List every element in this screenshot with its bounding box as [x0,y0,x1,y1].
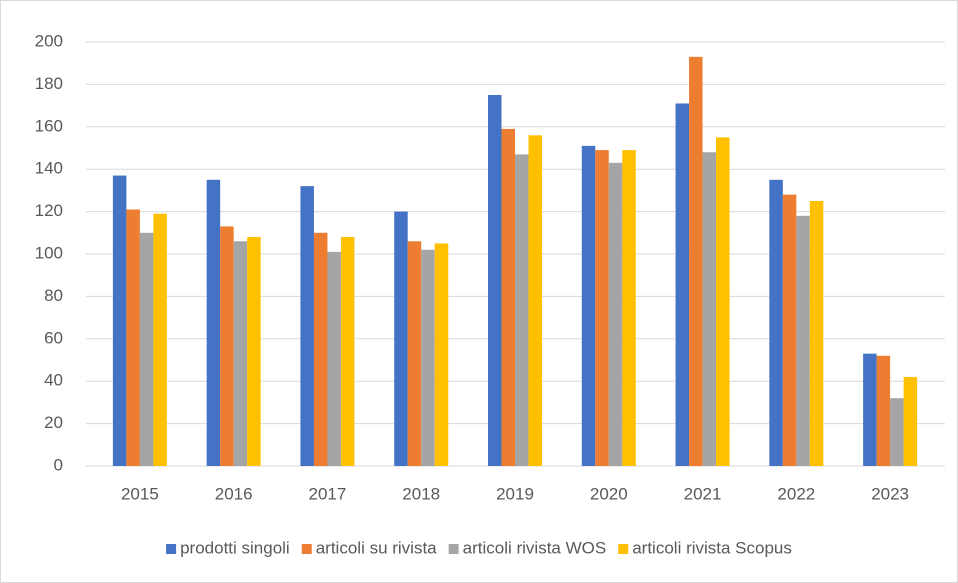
x-tick-label: 2017 [309,484,347,503]
bar [595,150,609,466]
bar [153,213,167,466]
bar [139,232,154,466]
bar [313,232,328,466]
y-tick-label: 0 [54,455,63,474]
legend-swatch [166,544,177,554]
bar [247,237,261,466]
bar [220,226,234,466]
y-tick-label: 160 [35,116,63,135]
bar [689,56,703,467]
x-tick-label: 2020 [590,484,628,503]
bar [716,137,730,466]
bar [622,150,636,466]
bar [528,135,542,466]
legend-label: articoli rivista WOS [463,538,607,557]
bar [782,194,797,466]
bar [421,249,435,466]
y-tick-label: 40 [44,371,63,390]
y-tick-label: 200 [35,31,63,50]
bar [876,355,891,466]
y-tick-label: 120 [35,201,63,220]
bar [394,211,408,466]
legend-label: prodotti singoli [180,538,290,557]
bar [608,162,623,466]
bar [434,243,449,466]
bar [327,251,341,466]
bar [340,237,355,466]
bar [675,103,690,466]
bar [233,241,248,466]
bar [796,215,810,466]
legend-label: articoli su rivista [316,538,437,557]
x-tick-label: 2021 [684,484,722,503]
y-tick-label: 100 [35,243,63,262]
bar [863,353,877,466]
bar [112,175,127,466]
bar [890,398,904,466]
x-tick-label: 2023 [871,484,909,503]
bar [769,179,783,467]
legend-label: articoli rivista Scopus [632,538,792,557]
x-tick-label: 2022 [777,484,815,503]
x-tick-label: 2015 [121,484,159,503]
y-tick-label: 140 [35,159,63,178]
bar [809,201,824,466]
y-tick-label: 180 [35,74,63,93]
bar [206,179,221,467]
x-tick-label: 2019 [496,484,534,503]
y-tick-label: 80 [44,286,63,305]
legend-swatch [301,544,312,554]
bar [126,209,140,467]
y-tick-label: 60 [44,328,63,347]
bar [515,154,529,467]
legend-swatch [448,544,459,554]
y-tick-label: 20 [44,413,63,432]
bar [407,241,422,466]
bar [581,145,596,466]
bar [702,152,717,467]
bar [300,186,314,466]
x-tick-label: 2018 [402,484,440,503]
bar [501,128,515,467]
bar [903,376,918,466]
x-tick-label: 2016 [215,484,253,503]
bar [488,95,502,466]
legend-swatch [618,544,629,554]
